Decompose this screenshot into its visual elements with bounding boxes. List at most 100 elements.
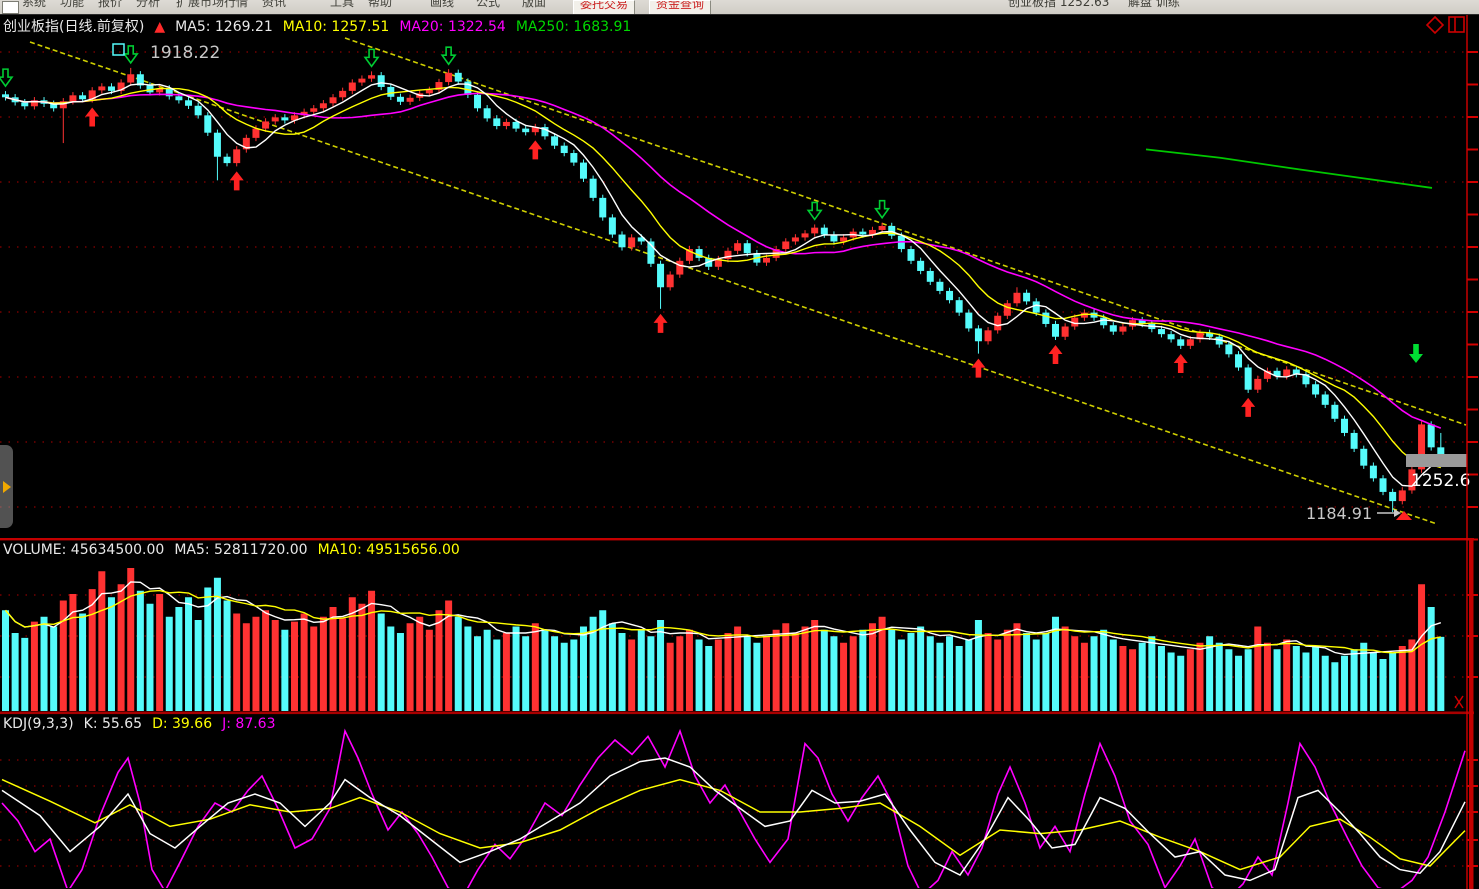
volume-bar [493,639,501,711]
candle [522,128,530,133]
volume-bar [676,636,684,711]
candle [1071,317,1079,327]
candle [1321,394,1329,405]
volume-bar [175,607,183,711]
diamond-tool-icon[interactable] [1425,15,1445,35]
candle [1013,292,1021,304]
candle [319,103,327,109]
candle [1427,424,1435,448]
current-price-tag [1406,454,1467,467]
volume-bar [1167,652,1175,711]
volume-bar [1389,652,1397,711]
volume-bar [242,623,250,711]
candle [628,237,636,248]
volume-bar [522,636,530,711]
candle [377,75,385,87]
candle [136,74,144,86]
volume-bar [445,600,453,711]
candle [1292,369,1300,375]
volume-bar [368,590,376,711]
volume-bar [185,597,193,711]
menu-item-4[interactable]: 扩展市场行情 [176,0,249,9]
menu-item-0[interactable]: 系统 [22,0,47,9]
volume-bar [1283,639,1291,711]
candle [1360,448,1368,466]
candle [907,249,915,261]
candle [791,237,799,242]
volume-bar [666,642,674,711]
buy-signal-arrow-icon [1048,344,1063,364]
volume-bar [454,616,462,711]
volume-bar [1235,655,1243,711]
menu-item-1[interactable]: 功能 [60,0,85,9]
menu-item-6[interactable]: 工具 [330,0,355,9]
candle [1398,490,1406,502]
trend-channel-lines [29,37,1467,525]
candle [782,241,790,250]
candle [117,82,125,91]
volume-bar [791,633,799,711]
menu-item-9[interactable]: 公式 [476,0,501,9]
menu-item-10[interactable]: 版面 [522,0,547,9]
volume-bar [1408,639,1416,711]
menu-item-2[interactable]: 报价 [98,0,123,9]
volume-bar [502,633,510,711]
chart-title: 创业板指(日线.前复权) [3,19,145,35]
topbar-status-fragment-0: 创业板指 1252.63 [1008,0,1110,9]
candle [1061,326,1069,337]
volume-bar [136,590,144,711]
kdj-name-label: KDJ(9,3,3) [3,716,74,732]
panel-frames [0,14,1474,889]
sidebar-expander-tab[interactable] [0,445,13,528]
chart-corner-controls[interactable] [1425,15,1465,35]
volume-bar [994,639,1002,711]
candle [175,96,183,101]
volume-bar [560,642,568,711]
quote-button-1[interactable]: 资金查询 [649,0,711,14]
candle [763,257,771,263]
candle [223,156,231,164]
candle [1177,339,1185,346]
kdj-k-label: K: 55.65 [83,716,143,732]
price-ma-lines [5,82,1442,487]
volume-bar [955,646,963,711]
volume-bar [618,633,626,711]
app-window-icon[interactable] [2,1,19,14]
main-chart-header: 创业板指(日线.前复权) ▲ MA5: 1269.21 MA10: 1257.51 MA… [3,16,641,36]
volume-bar [1186,649,1194,711]
ma250-line [1145,148,1433,189]
volume-bar [1109,639,1117,711]
candle [242,137,250,150]
candlesticks [2,67,1445,512]
candle [1369,465,1377,479]
volume-bar [531,623,539,711]
volume-bar [714,639,722,711]
volume-bar [589,616,597,711]
volume-label: VOLUME: 45634500.00 [3,542,165,558]
volume-bar [483,629,491,711]
menu-item-5[interactable]: 资讯 [262,0,287,9]
volume-bar [11,633,19,711]
candle [88,90,96,100]
candle [830,234,838,242]
volume-ma-lines [4,581,1442,656]
split-window-icon[interactable] [1448,16,1465,33]
candle [974,328,982,342]
candle [1051,323,1059,337]
menu-item-3[interactable]: 分析 [136,0,161,9]
volume-bar [512,626,520,711]
volume-bar [782,623,790,711]
volume-bar [1302,652,1310,711]
candle [204,115,212,133]
quote-button-0[interactable]: 委托交易 [573,0,635,14]
volume-bar [262,610,270,711]
volume-bar [406,623,414,711]
volume-bar [1023,633,1031,711]
candle [1138,320,1146,324]
candle [1244,367,1252,390]
menu-item-8[interactable]: 画线 [430,0,455,9]
trend-up-arrow-icon: ▲ [154,19,166,35]
menu-item-7[interactable]: 帮助 [368,0,393,9]
volume-bar [1138,642,1146,711]
